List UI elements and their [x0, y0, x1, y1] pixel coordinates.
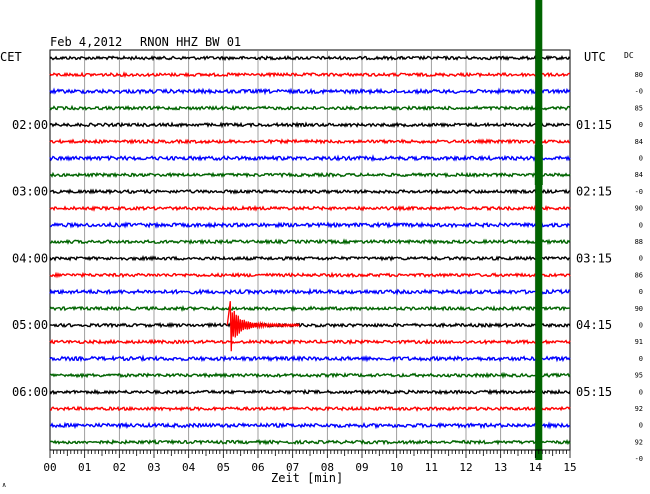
- seismic-traces: [49, 54, 571, 446]
- dc-value: 80: [635, 71, 643, 79]
- dc-value: 0: [639, 388, 643, 396]
- left-time-label: 06:00: [12, 385, 48, 399]
- seismic-events: [226, 0, 543, 460]
- trace-row: [49, 238, 571, 246]
- x-tick-label: 01: [78, 461, 91, 474]
- dc-value: 92: [635, 438, 643, 446]
- trace-row: [49, 87, 571, 96]
- dc-value: 0: [639, 255, 643, 263]
- trace-row: [49, 204, 571, 212]
- left-time-label: 04:00: [12, 251, 48, 265]
- disturbance-band: [535, 0, 543, 460]
- dc-value: 95: [635, 372, 643, 380]
- right-time-label: 04:15: [576, 318, 612, 332]
- trace-row: [49, 371, 571, 380]
- dc-value: 0: [639, 155, 643, 163]
- dc-value: -0: [635, 455, 643, 463]
- plot-frame: [49, 49, 571, 451]
- right-time-label: 05:15: [576, 385, 612, 399]
- x-tick-label: 11: [425, 461, 438, 474]
- plot-grid: [49, 49, 571, 451]
- x-tick-label: 12: [459, 461, 472, 474]
- disturbance-burst: [534, 145, 543, 185]
- x-tick-label: 08: [321, 461, 334, 474]
- right-time-label: 03:15: [576, 251, 612, 265]
- x-tick-label: 15: [563, 461, 576, 474]
- x-tick-label: 09: [355, 461, 368, 474]
- left-zone-label: CET: [0, 50, 22, 64]
- dc-value: -0: [635, 188, 643, 196]
- dc-value: 85: [635, 104, 643, 112]
- dc-value: 90: [635, 205, 643, 213]
- dc-value: 91: [635, 338, 643, 346]
- x-tick-label: 02: [113, 461, 126, 474]
- dc-value: 0: [639, 221, 643, 229]
- dc-value: 86: [635, 271, 643, 279]
- x-tick-label: 10: [390, 461, 403, 474]
- trace-row: [49, 405, 571, 412]
- trace-row: [49, 138, 571, 145]
- dc-value: 92: [635, 405, 643, 413]
- trace-row: [49, 388, 571, 396]
- dc-value: 0: [639, 121, 643, 129]
- dc-value: 88: [635, 238, 643, 246]
- dc-value: 90: [635, 305, 643, 313]
- earthquake-waveform: [226, 301, 300, 352]
- left-time-label: 02:00: [12, 118, 48, 132]
- x-tick-label: 00: [43, 461, 56, 474]
- x-tick-label: 14: [529, 461, 543, 474]
- trace-row: [49, 338, 571, 346]
- x-axis-label: Zeit [min]: [271, 471, 343, 485]
- x-tick-label: 04: [182, 461, 196, 474]
- x-tick-label: 07: [286, 461, 299, 474]
- trace-row: [49, 304, 571, 313]
- dc-value: 0: [639, 422, 643, 430]
- trace-row: [49, 287, 571, 296]
- left-time-label: 05:00: [12, 318, 48, 332]
- dc-label: DC: [624, 51, 634, 60]
- x-axis: 00 01 02 03 04 05 06 07 08 09 10 11 12 13 14 15: [43, 449, 577, 474]
- trace-row: [49, 121, 571, 129]
- dc-value: 84: [635, 171, 643, 179]
- right-zone-label: UTC: [584, 50, 606, 64]
- trace-row: [49, 71, 570, 79]
- chart-date: Feb 4,2012: [50, 35, 122, 49]
- trace-row: [49, 271, 571, 279]
- right-time-label: 01:15: [576, 118, 612, 132]
- x-tick-label: 05: [217, 461, 230, 474]
- left-time-label: 03:00: [12, 185, 48, 199]
- trace-row: [49, 188, 571, 195]
- chart-station: RNON HHZ BW 01: [140, 35, 241, 49]
- dc-value: 0: [639, 355, 643, 363]
- trace-row: [49, 421, 571, 430]
- x-tick-label: 06: [251, 461, 264, 474]
- trace-row: [49, 171, 571, 179]
- x-tick-label: 03: [147, 461, 160, 474]
- dc-value: 0: [639, 288, 643, 296]
- dc-value: 84: [635, 138, 643, 146]
- dc-value: -0: [635, 88, 643, 96]
- trace-row: [49, 104, 571, 112]
- trace-row: [49, 321, 571, 329]
- trace-row: [49, 154, 571, 162]
- right-time-label: 02:15: [576, 185, 612, 199]
- dc-value: 0: [639, 322, 643, 330]
- corner-mark: ∧: [2, 481, 6, 489]
- trace-row: [50, 221, 571, 229]
- trace-row: [49, 255, 571, 262]
- chart-labels: Feb 4,2012 RNON HHZ BW 01 CET UTC DC Zei…: [0, 35, 643, 489]
- trace-row: [49, 438, 571, 446]
- trace-row: [49, 54, 571, 62]
- trace-row: [49, 354, 571, 363]
- x-tick-label: 13: [494, 461, 507, 474]
